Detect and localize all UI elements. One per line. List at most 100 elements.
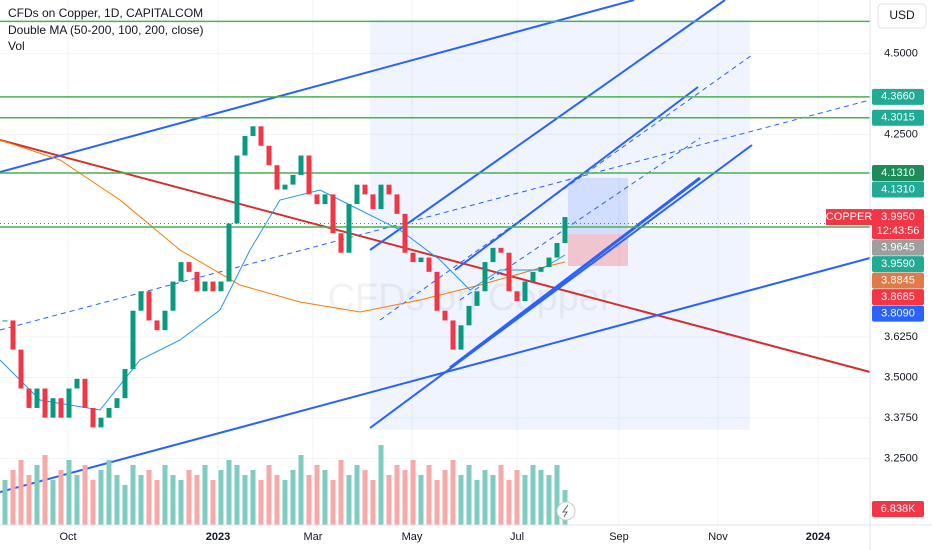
candle-body [378,184,384,209]
volume-bar [162,465,168,525]
price-badge [872,209,924,240]
price-badge [872,272,924,289]
candle-body [298,155,304,175]
volume-bar [114,475,120,525]
volume-bar [338,460,344,525]
volume-bar [58,470,64,525]
candle-body [186,262,192,272]
candle-body [18,349,24,389]
candle-body [210,281,216,292]
candle-body [346,204,352,253]
candle-body [362,184,368,195]
candle-body [146,291,152,321]
candle-body [74,378,80,389]
candles [2,126,568,428]
x-tick-label: 2023 [206,531,230,543]
y-tick-label: 4.2500 [884,128,918,140]
volume-bar [122,485,128,525]
candle-body [58,398,64,418]
candle-body [498,247,504,253]
candle-body [234,155,240,224]
ma-200 [0,139,566,313]
channel-line [369,144,753,429]
candle-body [546,257,552,267]
candle-body [202,281,208,292]
volume-bar [474,480,480,525]
candle-body [530,271,536,282]
y-tick-label: 3.6250 [884,331,918,343]
currency-label[interactable]: USD [889,8,915,22]
candle-body [482,262,488,292]
candle-body [402,213,408,253]
y-tick-label: 3.5000 [884,371,918,383]
volume-bar [346,475,352,525]
candle-body [242,136,248,156]
volume-bar [466,465,472,525]
price-badge-label: 4.3015 [881,112,915,124]
candle-body [26,388,32,408]
volume-bar [426,465,432,525]
volume-bar [186,470,192,525]
currency-button[interactable] [877,3,927,29]
candle-body [354,184,360,205]
price-badge-label: 4.1310 [881,167,915,179]
volume-badge [872,501,924,517]
candle-body [506,252,512,292]
candle-body [114,398,120,408]
candle-body [194,271,200,292]
price-badge [872,289,924,306]
price-badge-label: 4.1310 [881,183,915,195]
candle-body [410,252,416,263]
volume [2,445,568,525]
candle-body [34,388,40,408]
price-badge [872,239,924,256]
candle-body [442,310,448,321]
volume-bar [386,475,392,525]
candle-body [562,217,568,243]
volume-bar [522,475,528,525]
candle-body [330,194,336,234]
target-zone [568,178,628,234]
price-badge-label: 3.9950 [881,211,915,223]
chart-title: CFDs on Copper, 1D, CAPITALCOM [8,6,203,20]
volume-bar [306,475,312,525]
channel-line [449,176,701,370]
volume-bar [482,470,488,525]
volume-bar [290,470,296,525]
price-badges: 4.3660 4.3015 4.1310 4.1310 COPPER 3.9950 12:4… [826,88,924,517]
volume-bar [242,475,248,525]
price-badge-label: 3.8845 [881,274,915,286]
x-tick-label: Jul [510,531,524,543]
volume-bar [50,480,56,525]
volume-bar [546,475,552,525]
candle-body [274,165,280,190]
price-badge-label: 3.8685 [881,291,915,303]
volume-bar [2,480,8,525]
volume-bar [90,480,96,525]
candle-body [554,242,560,258]
trend-line [0,257,871,493]
price-badge [872,305,924,322]
price-badge-label: 3.9590 [881,258,915,270]
candle-body [450,320,456,350]
channel-line [369,0,726,251]
volume-bar [10,470,16,525]
volume-bar [146,470,152,525]
candle-body [386,184,392,195]
volume-bar [450,460,456,525]
volume-bar [354,465,360,525]
candle-body [266,145,272,166]
x-tick-label: Nov [708,531,728,543]
volume-bar [554,465,560,525]
replay-button[interactable] [556,501,576,521]
candle-body [42,388,48,418]
candle-body [226,223,232,282]
dashed-line [379,54,753,321]
candle-body [490,247,496,263]
candle-body [138,291,144,311]
volume-bar [218,470,224,525]
symbol-label: COPPER [826,211,873,223]
candle-body [50,398,56,418]
price-badge-label: 4.3660 [881,91,915,103]
volume-bar [154,480,160,525]
